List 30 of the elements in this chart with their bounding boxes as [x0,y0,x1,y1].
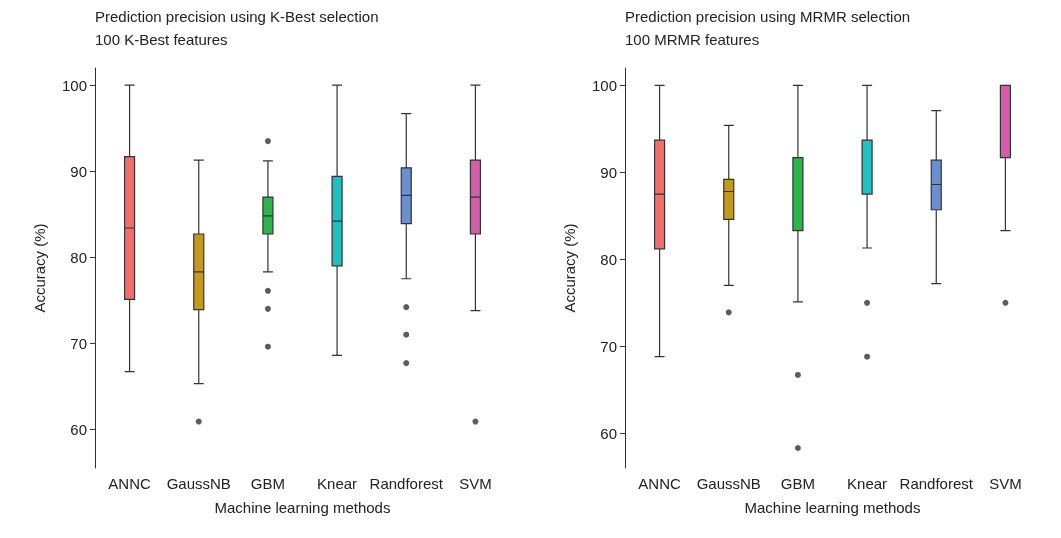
x-tick-label: Knear [317,475,358,492]
y-tick-label: 70 [600,337,617,355]
x-tick-label: Randforest [899,475,974,492]
x-tick-label: SVM [459,475,492,492]
y-tick-label: 80 [600,250,617,268]
x-tick-label: SVM [989,475,1022,492]
chart-subtitle: 100 MRMR features [625,31,760,48]
x-tick-label: Randforest [369,475,444,492]
x-axis-title: Machine learning methods [214,499,391,516]
x-tick-label: GaussNB [166,475,231,492]
x-tick-label: GBM [250,475,285,492]
x-tick-label: GBM [780,475,815,492]
y-tick-label: 70 [70,334,87,352]
x-axis-title: Machine learning methods [744,499,921,516]
x-tick-label: GaussNB [696,475,761,492]
chart-subtitle: 100 K-Best features [95,31,228,48]
x-tick-label: ANNC [108,475,151,492]
x-tick-label: ANNC [638,475,681,492]
y-axis-title: Accuracy (%) [31,223,48,313]
y-axis-title: Accuracy (%) [561,223,578,313]
y-tick-label: 60 [600,424,617,442]
x-tick-label: Knear [847,475,888,492]
y-tick-label: 90 [70,162,87,180]
y-tick-label: 100 [61,76,87,94]
y-tick-label: 80 [70,248,87,266]
y-tick-label: 90 [600,163,617,181]
y-tick-label: 100 [591,76,617,94]
chart-title: Prediction precision using MRMR selection [625,8,911,25]
chart-title: Prediction precision using K-Best selection [95,8,379,25]
y-tick-label: 60 [70,420,87,438]
